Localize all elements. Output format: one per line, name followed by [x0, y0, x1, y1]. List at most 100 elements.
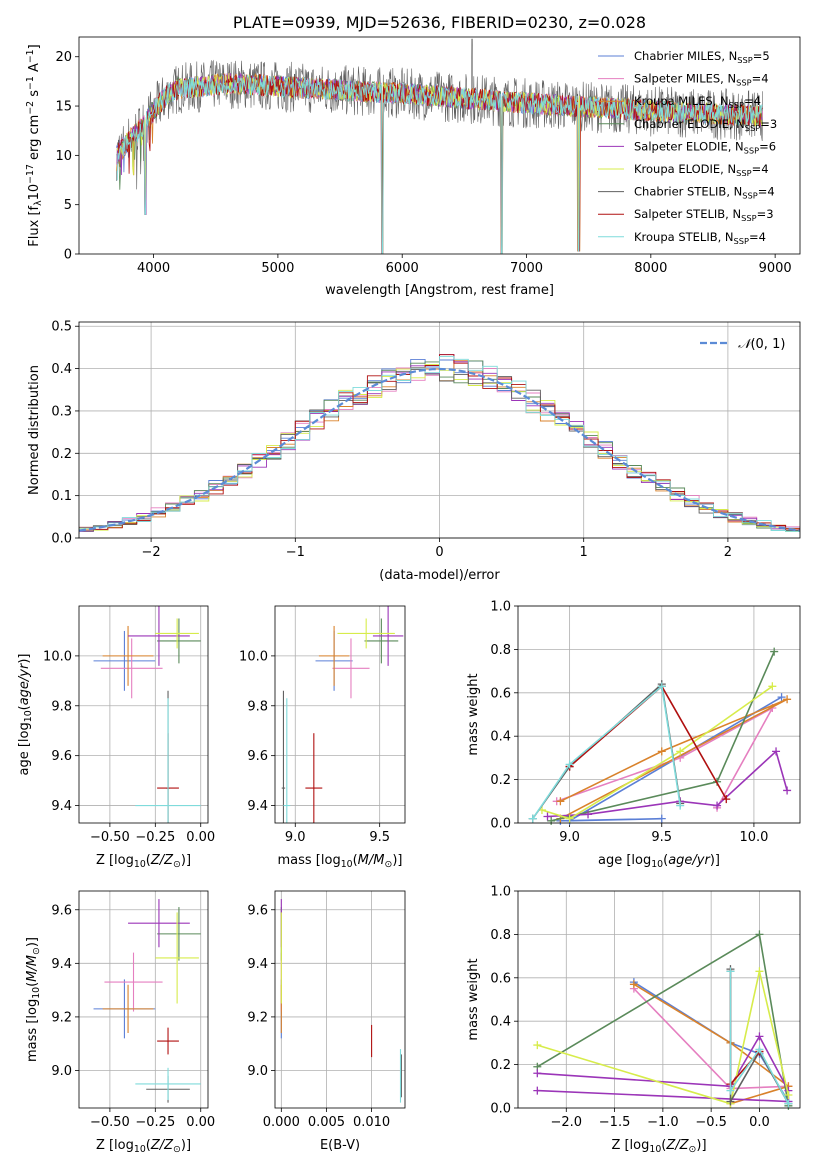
weight-line-k_miles	[633, 983, 791, 1105]
y-axis-label: mass weight	[466, 958, 481, 1040]
weight-line-k_elodie	[537, 971, 790, 1105]
y-tick-label: 0.6	[490, 686, 511, 701]
y-tick-label: 10	[55, 149, 72, 164]
weight-marker-s_elodie	[533, 1086, 542, 1095]
y-tick-label: 9.6	[51, 749, 72, 764]
x-axis-label: age [log10(age/yr)]	[598, 853, 720, 870]
y-tick-label: 0.0	[490, 817, 511, 832]
weight-marker-c_elodie	[770, 647, 779, 656]
x-tick-label: 0.0	[749, 1115, 770, 1130]
y-tick-label: 9.2	[51, 1010, 72, 1025]
weight-marker-s_elodie	[533, 1069, 542, 1078]
y-tick-label: 0	[64, 248, 72, 263]
x-axis-label: Z [log10(Z/Z⊙)]	[96, 853, 191, 870]
y-tick-label: 9.0	[247, 1064, 268, 1079]
x-axis-label: Z [log10(Z/Z⊙)]	[611, 1138, 706, 1155]
y-tick-label: 9.8	[247, 699, 268, 714]
y-tick-label: 20	[55, 50, 72, 65]
legend-label: Salpeter STELIB, NSSP=3	[634, 207, 774, 223]
x-tick-label: −1.5	[599, 1115, 631, 1130]
x-tick-label: −0.25	[135, 1115, 175, 1130]
weight-marker-k_elodie	[784, 1090, 793, 1099]
axes-frame	[78, 890, 209, 1109]
y-tick-label: 9.4	[247, 957, 268, 972]
axes-frame	[274, 605, 406, 824]
x-tick-label: −0.5	[695, 1115, 727, 1130]
x-tick-label: 0	[435, 545, 443, 560]
x-tick-label: 4000	[137, 261, 170, 276]
weight-marker-k_stelib	[565, 760, 574, 769]
weight-marker-k_miles	[657, 747, 666, 756]
y-tick-label: 0.0	[490, 1102, 511, 1117]
axes-frame	[78, 321, 801, 539]
legend-label: Kroupa MILES, NSSP=4	[634, 94, 761, 110]
legend-label: Salpeter ELODIE, NSSP=6	[634, 139, 776, 155]
x-tick-label: 9.5	[369, 830, 390, 845]
y-tick-label: 0.8	[490, 643, 511, 658]
weight-marker-k_stelib	[676, 801, 685, 810]
weight-line-s_miles	[556, 705, 775, 809]
y-tick-label: 0.6	[490, 971, 511, 986]
legend-label: 𝒩(0, 1)	[738, 337, 785, 352]
weight-marker-c_elodie	[547, 816, 556, 825]
x-tick-label: 9000	[759, 261, 792, 276]
legend-label: Salpeter MILES, NSSP=4	[634, 72, 769, 88]
legend-label: Chabrier MILES, NSSP=5	[634, 49, 770, 65]
weight-marker-k_stelib	[784, 1099, 793, 1108]
y-tick-label: 9.6	[51, 903, 72, 918]
axes-frame	[78, 36, 801, 255]
weight-marker-k_elodie	[755, 967, 764, 976]
x-tick-label: 0.005	[308, 1115, 345, 1130]
y-tick-label: 10.0	[239, 649, 268, 664]
weight-line-s_elodie	[537, 1034, 790, 1103]
x-tick-label: 0.010	[353, 1115, 390, 1130]
legend-label: Chabrier ELODIE, NSSP=3	[634, 117, 777, 133]
y-axis-label: mass [log10(M/M⊙)]	[25, 937, 42, 1062]
y-tick-label: 15	[55, 100, 72, 115]
weight-marker-c_miles	[657, 814, 666, 823]
weight-marker-s_elodie	[772, 747, 781, 756]
x-axis-label: Z [log10(Z/Z⊙)]	[96, 1138, 191, 1155]
weight-marker-s_elodie	[713, 801, 722, 810]
legend-label: Kroupa STELIB, NSSP=4	[634, 230, 766, 246]
y-tick-label: 0.0	[51, 532, 72, 547]
axes-frame	[517, 890, 801, 1109]
weight-marker-k_elodie	[565, 814, 574, 823]
y-tick-label: 9.0	[51, 1064, 72, 1079]
y-tick-label: 0.2	[51, 447, 72, 462]
weight-marker-k_miles	[783, 695, 792, 704]
x-tick-label: −0.50	[90, 1115, 130, 1130]
y-tick-label: 0.5	[51, 320, 72, 335]
y-tick-label: 9.6	[247, 749, 268, 764]
y-tick-label: 0.2	[490, 773, 511, 788]
weight-marker-s_elodie	[543, 812, 552, 821]
weight-marker-k_elodie	[533, 1041, 542, 1050]
x-tick-label: 0.00	[186, 830, 215, 845]
weight-marker-s_elodie	[755, 1032, 764, 1041]
y-tick-label: 10.0	[43, 649, 72, 664]
weight-line-k_stelib	[729, 971, 790, 1105]
weight-marker-k_stelib	[726, 967, 735, 976]
y-axis-label: Flux [fλ10−17 erg cm−2 s−1 A−1]	[25, 44, 44, 246]
weight-marker-k_stelib	[726, 1086, 735, 1095]
y-tick-label: 5	[64, 198, 72, 213]
x-tick-label: 5000	[261, 261, 294, 276]
axes-frame	[274, 890, 406, 1109]
y-tick-label: 0.4	[490, 730, 511, 745]
y-tick-label: 0.2	[490, 1058, 511, 1073]
x-axis-label: mass [log10(M/M⊙)]	[278, 853, 403, 870]
weight-marker-k_elodie	[768, 682, 777, 691]
axes-frame	[78, 605, 209, 824]
x-tick-label: 9.5	[651, 830, 672, 845]
weight-marker-k_miles	[629, 980, 638, 989]
weight-marker-c_miles	[777, 693, 786, 702]
x-axis-label: wavelength [Angstrom, rest frame]	[325, 283, 554, 298]
weight-marker-k_stelib	[755, 1045, 764, 1054]
x-tick-label: 1	[580, 545, 588, 560]
y-tick-label: 0.4	[490, 1015, 511, 1030]
x-tick-label: 7000	[510, 261, 543, 276]
weight-marker-k_stelib	[528, 814, 537, 823]
y-axis-label: age [log10(age/yr)]	[17, 653, 34, 775]
x-axis-label: E(B-V)	[320, 1138, 360, 1153]
